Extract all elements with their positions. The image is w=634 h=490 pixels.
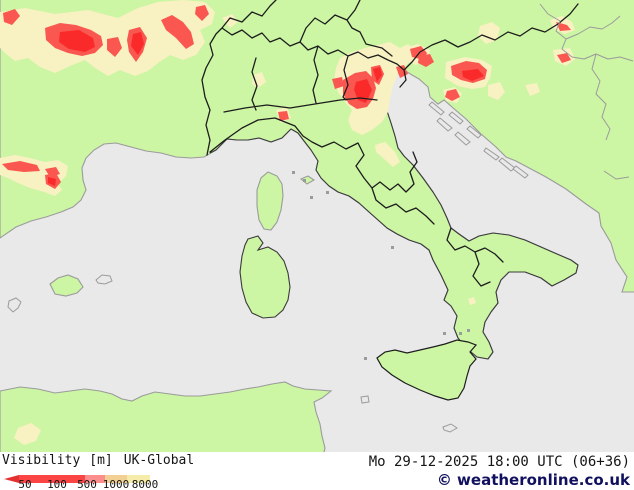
legend-segment-red <box>19 475 85 483</box>
corsica-island <box>256 171 284 231</box>
ibiza-outline <box>7 297 22 313</box>
legend-value-50: 50 <box>18 478 32 490</box>
model-label: UK-Global <box>123 453 195 468</box>
pantelleria-outline <box>360 395 370 404</box>
legend-segment-salmon <box>85 475 105 483</box>
legend-value-100: 100 <box>47 478 67 490</box>
italy-coastline <box>209 69 579 360</box>
sardinia-island <box>239 235 291 319</box>
visibility-50-100-patches <box>48 30 484 186</box>
unit-label: [m] <box>89 453 113 468</box>
sicily-island <box>376 339 478 401</box>
map-footer: Visibility [m] UK-Global 50 100 500 1000 8… <box>0 452 634 490</box>
map-canvas <box>0 0 634 452</box>
rivers <box>539 3 634 180</box>
legend-segment-tip <box>4 475 19 483</box>
legend-color-scale <box>2 469 162 488</box>
forecast-datetime: Mo 29-12-2025 18:00 UTC (06+36) <box>368 454 630 470</box>
minor-island-marks <box>292 171 470 360</box>
legend-segment-yellow <box>127 475 150 483</box>
map-title: Visibility [m] UK-Global <box>2 453 194 468</box>
legend-segment-tan <box>105 475 127 483</box>
visibility-map <box>0 0 634 452</box>
parameter-label: Visibility <box>2 453 81 468</box>
mallorca-island <box>49 274 84 297</box>
elba-island <box>299 175 316 185</box>
north-africa-landmass <box>0 381 333 452</box>
legend-value-1000: 1000 <box>102 478 130 490</box>
legend-arrow-bar <box>4 475 150 483</box>
malta-outline <box>442 423 458 433</box>
legend-value-500: 500 <box>77 478 97 490</box>
country-region-borders <box>201 0 579 287</box>
copyright-notice: © weatheronline.co.uk <box>436 471 630 489</box>
menorca-outline <box>95 274 113 285</box>
legend-value-labels: 50 100 500 1000 8000 <box>2 478 172 490</box>
legend-value-8000: 8000 <box>131 478 159 490</box>
dalmatian-islands <box>428 101 529 179</box>
